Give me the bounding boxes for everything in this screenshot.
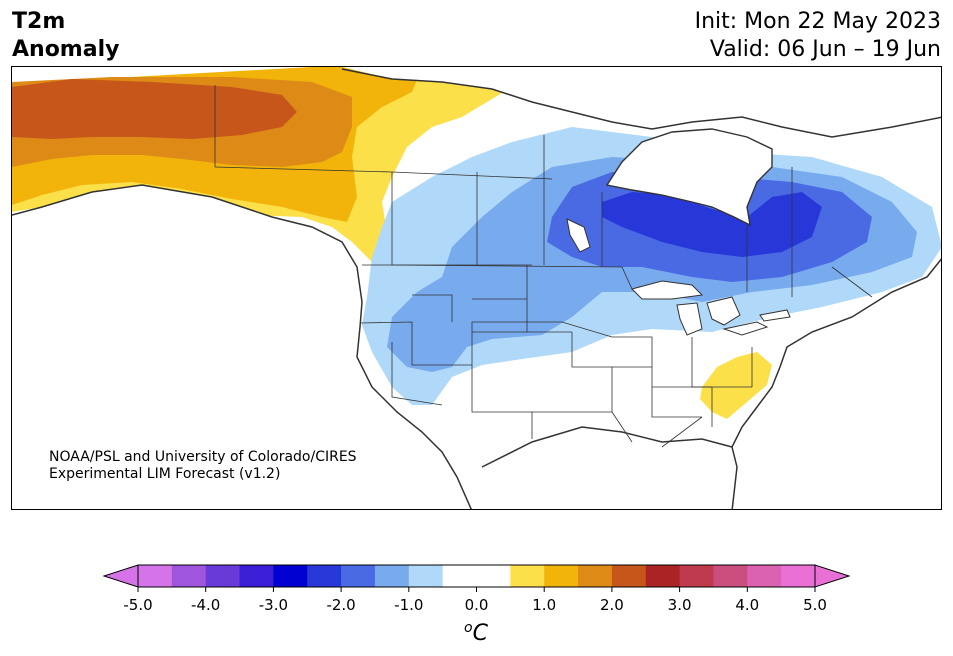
- colorbar-tick-label: -4.0: [191, 596, 220, 614]
- colorbar-tick-label: 4.0: [735, 596, 759, 614]
- anomaly-label: Anomaly: [12, 37, 120, 62]
- cool-region-dark: [602, 192, 822, 257]
- credit-line-2: Experimental LIM Forecast (v1.2): [49, 466, 281, 482]
- colorbar-tick-label: 1.0: [532, 596, 556, 614]
- colorbar-extend-low: [102, 564, 139, 588]
- valid-range: Valid: 06 Jun – 19 Jun: [709, 37, 941, 62]
- colorbar-ticks: -5.0 -4.0 -3.0 -2.0 -1.0 0.0 1.0 2.0 3.0 4.0 5.0: [123, 587, 827, 614]
- colorbar-swatch: [205, 565, 241, 587]
- colorbar-swatch: [713, 565, 748, 587]
- colorbar-unit-label: oC: [464, 620, 489, 646]
- coastlines: [12, 68, 941, 509]
- colorbar-swatch: [374, 565, 410, 587]
- colorbar-tick-label: -3.0: [259, 596, 288, 614]
- anomaly-map: [11, 66, 942, 510]
- colorbar-swatch: [544, 565, 579, 587]
- colorbar-swatch: [645, 565, 681, 587]
- colorbar-tick-label: 2.0: [600, 596, 624, 614]
- colorbar-swatch: [611, 565, 647, 587]
- colorbar-tick-label: 3.0: [668, 596, 692, 614]
- colorbar-swatch: [578, 565, 613, 587]
- colorbar-swatch: [442, 565, 477, 587]
- arctic-ocean: [342, 67, 941, 137]
- colorbar-swatch: [747, 565, 782, 587]
- great-lakes: [566, 218, 791, 336]
- colorbar-swatch: [341, 565, 376, 587]
- warm-region-southeast: [700, 352, 772, 419]
- forecast-dates: Init: Mon 22 May 2023 Valid: 06 Jun – 19…: [695, 8, 941, 64]
- variable-label: T2m: [12, 9, 66, 34]
- colorbar-swatch: [679, 565, 714, 587]
- colorbar-tick-label: 5.0: [803, 596, 827, 614]
- colorbar-swatch: [307, 565, 342, 587]
- colorbar-tick-label: -1.0: [394, 596, 423, 614]
- colorbar-swatch: [138, 565, 173, 587]
- colorbar-swatch: [510, 565, 545, 587]
- init-date: Init: Mon 22 May 2023: [694, 9, 941, 34]
- colorbar-swatch: [408, 565, 444, 587]
- gulf-of-mexico: [482, 427, 734, 509]
- colorbar-tick-label: 0.0: [465, 596, 489, 614]
- colorbar-tick-label: -2.0: [326, 596, 355, 614]
- colorbar-swatch: [273, 565, 308, 587]
- forecast-credit: NOAA/PSL and University of Colorado/CIRE…: [49, 449, 357, 483]
- colorbar-swatch: [171, 565, 207, 587]
- colorbar-swatch: [476, 565, 511, 587]
- map-title: T2m Anomaly: [12, 8, 119, 64]
- colorbar-swatches: [102, 564, 851, 588]
- warm-region-red-orange: [12, 79, 297, 139]
- colorbar-swatch: [781, 565, 816, 587]
- hudson-bay: [605, 128, 773, 227]
- atlantic-ocean: [732, 259, 941, 509]
- colorbar-extend-high: [814, 564, 851, 588]
- political-borders: [214, 85, 873, 448]
- credit-line-1: NOAA/PSL and University of Colorado/CIRE…: [49, 449, 357, 465]
- map-canvas: [12, 67, 941, 509]
- colorbar-tick-label: -5.0: [123, 596, 152, 614]
- colorbar-swatch: [239, 565, 274, 587]
